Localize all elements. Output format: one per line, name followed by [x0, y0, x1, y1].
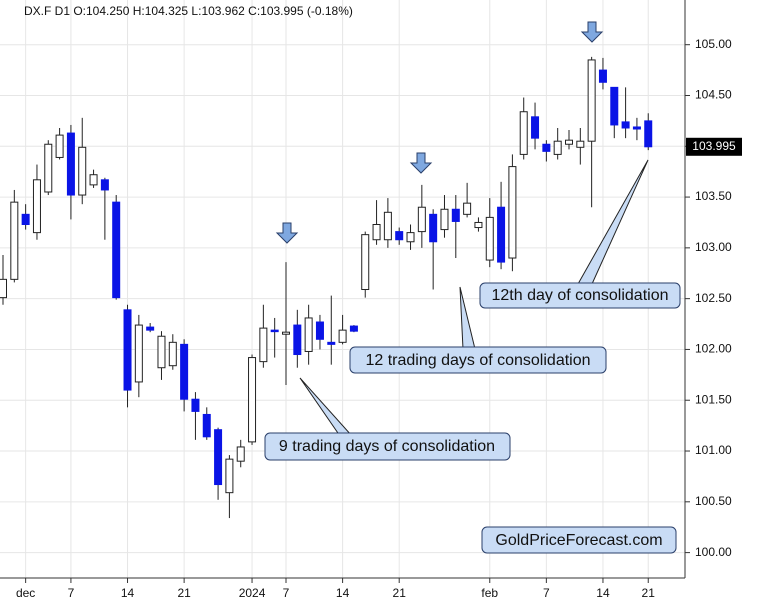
y-tick-label: 104.50 [695, 88, 732, 102]
candle-body [248, 357, 257, 443]
candle-body [327, 341, 336, 345]
y-tick-label: 103.50 [695, 189, 732, 203]
y-tick-label: 101.50 [695, 392, 732, 406]
candle-body [304, 317, 313, 352]
candle-body [338, 329, 347, 343]
candle-body [372, 223, 381, 241]
arrow [409, 152, 433, 174]
y-tick-label: 101.00 [695, 443, 732, 457]
candle-body [531, 116, 540, 139]
candle-body [383, 211, 392, 241]
candle-body [632, 126, 641, 130]
candle-body [191, 398, 200, 412]
x-tick-label: 21 [177, 586, 191, 600]
callout-box [349, 346, 607, 374]
candle-body [259, 327, 268, 363]
candle-body [146, 326, 155, 331]
arrow [580, 21, 604, 43]
y-tick-label: 103.00 [695, 240, 732, 254]
candle-body [21, 213, 30, 225]
x-tick-label: 7 [283, 586, 290, 600]
candle-body [406, 232, 415, 243]
candles [0, 56, 653, 519]
candle-body [44, 143, 53, 193]
candle-body [485, 216, 494, 261]
x-tick-label: 7 [68, 586, 75, 600]
candle-body [576, 140, 585, 148]
x-tick-label: 14 [596, 586, 610, 600]
candle-body [451, 208, 460, 222]
candle-body [440, 208, 449, 231]
candle-body [202, 413, 211, 438]
candle-body [644, 120, 653, 148]
x-tick-label: 7 [543, 586, 550, 600]
candle-body [89, 174, 98, 186]
candle-body [587, 59, 596, 142]
candle-body [225, 458, 234, 494]
candle-body [542, 143, 551, 152]
candle-body [519, 111, 528, 155]
x-tick-label: feb [481, 586, 498, 600]
candle-body [157, 335, 166, 369]
candle-body [134, 324, 143, 383]
x-tick-label: 2024 [239, 586, 266, 600]
candle-body [610, 86, 619, 126]
candle-body [236, 446, 245, 462]
candle-body [293, 324, 302, 356]
candle-body [55, 134, 64, 158]
candle-body [429, 213, 438, 243]
candle-body [621, 121, 630, 129]
candle-body [553, 140, 562, 155]
candle-body [100, 179, 109, 191]
candle-body [598, 69, 607, 83]
x-tick-label: 14 [121, 586, 135, 600]
y-tick-label: 105.00 [695, 37, 732, 51]
x-tick-label: 21 [642, 586, 656, 600]
candle-body [66, 132, 75, 196]
candle-body [214, 429, 223, 486]
watermark: GoldPriceForecast.com [495, 532, 662, 549]
callout-text: 9 trading days of consolidation [279, 438, 495, 455]
candle-body [349, 325, 358, 332]
candle-body [474, 221, 483, 229]
y-tick-label: 100.00 [695, 545, 732, 559]
header: DX.F D1 O:104.250 H:104.325 L:103.962 C:… [24, 4, 353, 18]
y-tick-label: 100.50 [695, 494, 732, 508]
candle-body [565, 139, 573, 145]
x-tick-label: 21 [393, 586, 407, 600]
x-tick-label: dec [16, 586, 35, 600]
callout-text: 12 trading days of consolidation [365, 352, 590, 369]
arrow [275, 222, 299, 244]
candle-body [32, 179, 41, 234]
candle-body [10, 201, 19, 280]
last-price-label: 103.995 [692, 139, 736, 153]
candle-body [112, 201, 121, 299]
y-tick-label: 102.00 [695, 342, 732, 356]
candle-body [78, 146, 87, 196]
candle-body [463, 202, 472, 215]
callout-box [479, 282, 681, 309]
candle-body [270, 329, 279, 333]
candle-body [417, 206, 426, 233]
y-tick-label: 102.50 [695, 291, 732, 305]
candle-body [361, 234, 370, 291]
watermark-box [481, 526, 677, 554]
candle-body [0, 278, 7, 299]
candle-body [180, 343, 189, 400]
last-price-box [686, 137, 742, 156]
callout-text: 12th day of consolidation [491, 287, 668, 304]
candle-body [395, 231, 404, 241]
callout-box [264, 432, 511, 461]
candle-body [315, 321, 324, 340]
x-tick-label: 14 [336, 586, 350, 600]
candle-body [123, 309, 132, 391]
candle-body [497, 206, 506, 263]
candle-body [508, 166, 517, 259]
candle-body [282, 331, 290, 335]
axis-labels: 100.00 100.50 101.00 101.50 102.00 102.50 103.… [16, 37, 742, 600]
candle-body [168, 341, 177, 367]
